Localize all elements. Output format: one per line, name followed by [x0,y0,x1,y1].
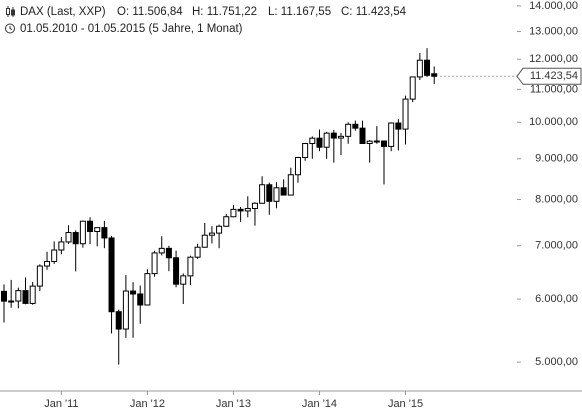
candle-body [309,137,316,145]
candle-body [201,234,208,248]
candle-body [273,187,280,202]
candle-body [187,256,194,277]
candle-body [424,59,431,76]
candle-body [395,122,402,130]
candle-body [323,132,330,148]
candle-body [373,140,380,143]
candle-body [137,293,144,306]
candle-body [381,140,388,147]
candle-body [158,247,165,254]
candle-body [165,247,172,259]
candle-body [29,285,36,304]
candle-body [230,208,237,218]
candle-body [130,290,137,295]
candle-body [416,59,423,78]
candle-body [1,290,7,302]
y-tick-label: 13.000,00 [529,25,578,37]
ohlc-open: O: 11.506,84 [117,6,183,18]
candle-body [409,76,416,100]
y-tick-label: 8.000,00 [535,193,578,205]
candle-body [173,257,180,285]
candle-body [180,275,187,285]
candle-body [302,143,309,159]
ohlc-close: C: 11.423,54 [341,6,407,18]
candle-body [65,232,72,243]
candle-body [266,184,273,202]
y-tick-label: 5.000,00 [535,356,578,368]
x-tick-label: Jan '15 [388,398,423,410]
x-tick-label: Jan '12 [130,398,165,410]
candle-body [51,249,58,263]
candle-body [194,246,201,258]
y-tick-label: 14.000,00 [529,0,578,12]
candle-body [237,208,244,212]
candle-body [87,220,94,232]
candle-body [15,290,22,302]
candle-body [345,123,352,137]
candle-body [72,232,79,245]
candle-body [22,290,29,304]
x-tick-label: Jan '13 [216,398,251,410]
candle-body [94,227,101,232]
candle-body [402,98,409,130]
y-tick-label: 9.000,00 [535,153,578,165]
candle-body [36,265,43,287]
ohlc-low: L: 11.167,55 [268,6,331,18]
candle-body [359,127,366,144]
y-tick-label: 12.000,00 [529,53,578,65]
clock-icon [5,23,15,34]
y-tick-label: 11.000,00 [530,83,578,95]
x-tick-label: Jan '14 [302,398,337,410]
candle-body [388,122,395,147]
candle-body [58,241,65,251]
candle-body [108,237,115,313]
candle-body [44,261,51,267]
y-tick-label: 10.000,00 [529,116,578,128]
candle-body [352,123,359,129]
x-tick-label: Jan '11 [44,398,78,410]
chart-title: DAX (Last, XXP) [20,6,106,18]
candle-body [294,157,301,176]
candle-body [431,73,438,77]
candle-body [280,187,287,196]
candle-body [208,232,215,236]
last-price-box [516,67,582,85]
candle-body [101,227,108,239]
candle-body [115,311,122,330]
chart-subtitle: 01.05.2010 - 01.05.2015 (5 Jahre, 1 Mona… [20,23,243,35]
candle-body [251,202,258,210]
candle-icon [6,6,15,17]
candle-body [8,300,15,303]
candle-body [151,252,158,275]
candle-body [223,216,230,227]
candle-body [79,220,86,245]
ohlc-high: H: 11.751,22 [192,6,257,18]
candle-body [216,225,223,234]
candle-body [330,132,337,139]
candle-body [259,184,266,204]
candle-body [144,273,151,306]
candle-body [244,208,251,212]
candle-body [337,135,344,139]
y-tick-label: 7.000,00 [535,240,578,252]
candle-body [366,140,373,144]
last-price-label: 11.423,54 [530,70,578,82]
candle-body [287,174,294,196]
candle-body [316,137,323,148]
y-tick-label: 6.000,00 [535,293,578,305]
candle-body [122,290,129,330]
